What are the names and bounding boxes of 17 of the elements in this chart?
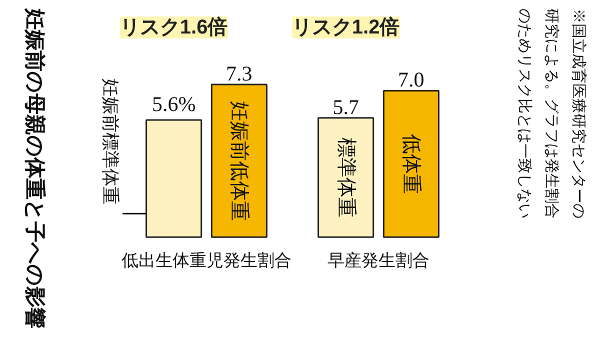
text: 妊娠前の母親の体重と子への影響 <box>23 8 47 328</box>
text: リスク1.6倍 <box>120 16 228 38</box>
bar <box>382 90 440 238</box>
text: ※国立成育医療研究センターの研究による。グラフは発生割合のためリスク比とは一致しない <box>516 8 587 218</box>
data-label: 7.0 <box>398 68 424 92</box>
annotation: 標準体重 <box>334 137 357 218</box>
bar <box>318 117 374 238</box>
annotation: 妊娠前標準体重 <box>100 78 120 204</box>
annotation: 妊娠前低体重 <box>228 100 250 221</box>
bar <box>146 119 202 238</box>
x-tick-label: 低出生体重児発生割合 <box>122 251 292 270</box>
annotation: 低体重 <box>400 134 422 194</box>
data-label: 5.7 <box>332 94 359 119</box>
x-tick-label: 早産発生割合 <box>328 251 430 270</box>
data-label: 5.6% <box>152 92 196 116</box>
text: リスク1.2倍 <box>292 16 400 38</box>
data-label: 7.3 <box>226 61 252 86</box>
